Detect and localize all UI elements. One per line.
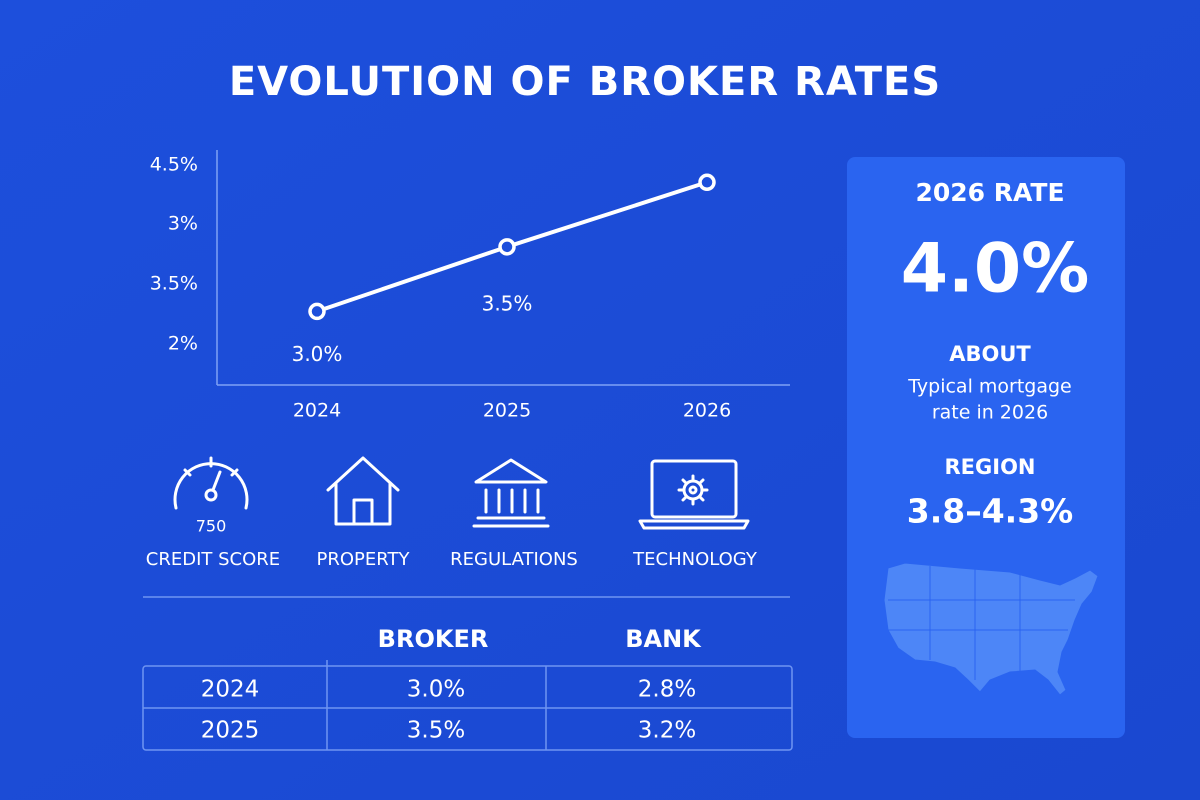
credit-score-value: 750	[196, 517, 227, 536]
title: EVOLUTION OF BROKER RATES	[229, 59, 941, 105]
x-tick-label: 2025	[483, 400, 531, 422]
point	[698, 173, 716, 192]
table-header: BROKER	[378, 625, 489, 653]
bank-icon	[472, 458, 550, 528]
y-axis-label: 3%	[168, 213, 198, 235]
table-cell: 2024	[201, 677, 260, 703]
table-cell: 3.2%	[638, 718, 696, 744]
panel-title: 2026 RATE	[915, 178, 1064, 207]
gauge-icon	[173, 456, 249, 510]
factor-label: TECHNOLOGY	[632, 549, 758, 570]
x-tick-label: 2024	[293, 400, 341, 422]
map-borders	[886, 566, 1075, 680]
point	[498, 238, 516, 256]
region-label: REGION	[945, 455, 1036, 479]
about-label: ABOUT	[949, 342, 1031, 366]
house-icon	[326, 456, 400, 526]
us-map	[883, 562, 1099, 696]
value-label: 3.0%	[292, 342, 343, 366]
table-grid	[142, 660, 793, 751]
x-tick-label: 2026	[683, 400, 731, 422]
value-label: 3.5%	[482, 291, 533, 315]
factor-label: CREDIT SCORE	[146, 549, 280, 570]
region-value: 3.8–4.3%	[907, 492, 1073, 531]
about-text: rate in 2026	[932, 402, 1048, 424]
y-axis-label: 3.5%	[150, 273, 198, 295]
factor-label: PROPERTY	[317, 549, 411, 570]
factor-label: REGULATIONS	[450, 549, 578, 570]
table-cell: 3.5%	[407, 718, 465, 744]
table-cell: 2.8%	[638, 677, 696, 703]
panel-value: 4.0%	[901, 230, 1090, 309]
line-chart: 2024 2025 2026 3.0% 3.5%	[292, 173, 731, 422]
laptop-icon	[638, 459, 750, 530]
table-cell: 2025	[201, 718, 260, 744]
point	[308, 302, 326, 321]
table-header: BANK	[625, 625, 702, 653]
about-text: Typical mortgage	[907, 376, 1072, 398]
table-cell: 3.0%	[407, 677, 465, 703]
y-axis-label: 2%	[168, 333, 198, 355]
y-axis-label: 4.5%	[150, 154, 198, 176]
